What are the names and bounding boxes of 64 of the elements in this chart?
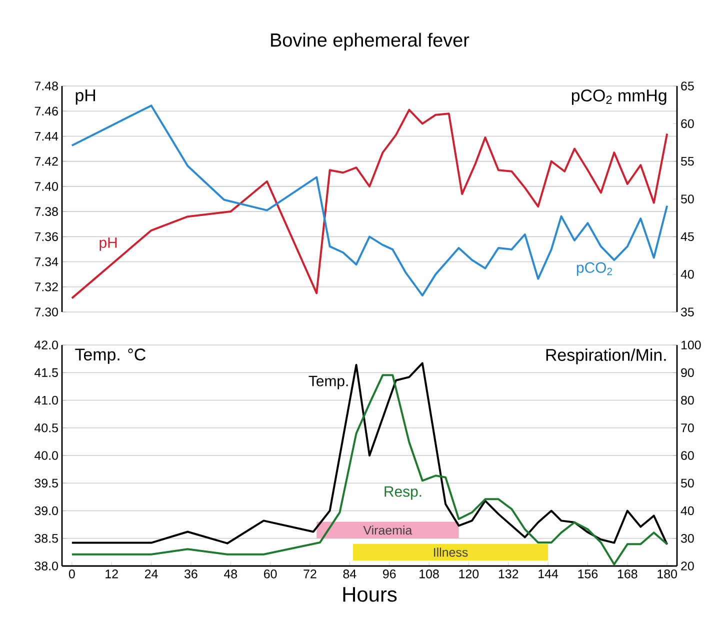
x-tick-label: 72 — [304, 570, 316, 578]
y2-tick-label: 35 — [680, 308, 694, 316]
x-axis-title: Hours — [343, 587, 397, 602]
x-tick-label: 120 — [459, 570, 479, 578]
band-label: Viraemia — [363, 526, 412, 535]
y-tick-label: 7.32 — [34, 282, 58, 292]
x-tick-label: 84 — [343, 570, 356, 578]
x-tick-label: 12 — [106, 570, 118, 578]
line-series — [70, 374, 668, 566]
y-tick-label: 39.0 — [34, 506, 58, 516]
y-axis-title: Temp. °C — [75, 348, 146, 364]
y2-tick-label: 60 — [681, 119, 694, 128]
series-label: Temp. — [308, 376, 348, 390]
y-axis-title: pH — [76, 90, 96, 105]
y2-tick-label: 40 — [680, 506, 694, 516]
y-tick-label: 39.5 — [34, 478, 58, 488]
y-tick-label: 38.0 — [34, 562, 58, 570]
y2-tick-label: 50 — [681, 478, 694, 488]
x-tick-label: 48 — [224, 570, 238, 578]
band-label: Illness — [434, 548, 468, 557]
y-tick-label: 7.36 — [34, 232, 58, 242]
y2-tick-label: 65 — [681, 82, 694, 90]
y2-tick-label: 30 — [680, 534, 694, 543]
x-tick-label: 132 — [498, 570, 518, 578]
y2-tick-label: 90 — [681, 368, 694, 378]
y-tick-label: 7.30 — [34, 308, 58, 316]
x-tick-label: 108 — [420, 570, 439, 578]
y2-tick-label: 80 — [681, 396, 694, 405]
y2-tick-label: 70 — [681, 423, 694, 432]
y-tick-label: 7.38 — [34, 207, 58, 216]
series-label: Resp. — [384, 486, 422, 500]
y2-tick-label: 60 — [681, 451, 694, 460]
series-label: pCO$_{2}$ — [576, 262, 612, 276]
y2-tick-label: 45 — [680, 232, 694, 242]
chart-title: Bovine ephemeral fever — [271, 32, 470, 50]
y2-tick-label: 55 — [681, 156, 694, 166]
x-tick-label: 96 — [382, 570, 396, 578]
y-tick-label: 7.46 — [34, 106, 58, 116]
y-tick-label: 40.5 — [34, 423, 58, 432]
y2-tick-label: 100 — [681, 340, 701, 350]
y-tick-label: 7.44 — [34, 132, 58, 140]
y-tick-label: 7.42 — [34, 156, 58, 166]
y2-tick-label: 50 — [681, 194, 694, 204]
y2-axis-title: pCO$_{2}$ mmHg — [572, 90, 666, 105]
y-tick-label: 41.5 — [34, 368, 58, 377]
y2-tick-label: 40 — [680, 270, 694, 279]
y2-tick-label: 20 — [681, 562, 694, 570]
x-tick-label: 156 — [578, 570, 598, 578]
x-tick-label: 24 — [144, 570, 158, 578]
y-tick-label: 38.5 — [34, 534, 58, 543]
x-tick-label: 168 — [618, 570, 638, 578]
x-tick-label: 36 — [184, 570, 198, 578]
y-tick-label: 7.40 — [34, 182, 58, 191]
x-tick-label: 144 — [538, 570, 558, 578]
x-tick-label: 60 — [264, 570, 277, 578]
series-label: pH — [100, 238, 117, 251]
y-tick-label: 7.34 — [34, 257, 58, 266]
x-tick-label: 180 — [658, 570, 677, 578]
y-tick-label: 41.0 — [34, 396, 58, 405]
y2-axis-title: Respiration/Min. — [546, 348, 666, 364]
x-tick-label: 0 — [68, 570, 75, 578]
y-tick-label: 42.0 — [34, 340, 58, 350]
y-tick-label: 7.48 — [34, 82, 58, 90]
y-tick-label: 40.0 — [34, 451, 58, 460]
